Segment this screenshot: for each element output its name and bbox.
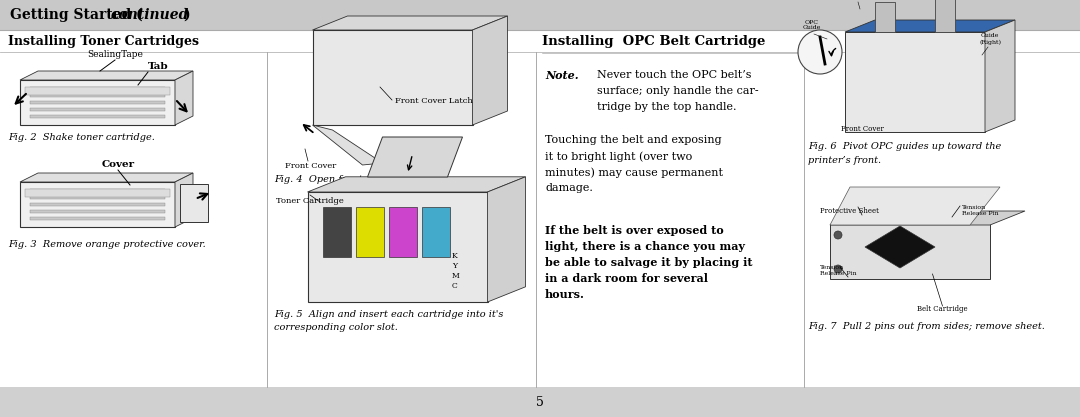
Polygon shape [21, 173, 193, 182]
Polygon shape [312, 125, 382, 165]
Text: in a dark room for several: in a dark room for several [545, 273, 708, 284]
Text: Front Cover: Front Cover [840, 125, 883, 133]
Text: surface; only handle the car-: surface; only handle the car- [597, 86, 758, 96]
Text: SealingTape: SealingTape [87, 50, 143, 59]
Polygon shape [487, 177, 526, 302]
Text: Fig. 7  Pull 2 pins out from sides; remove sheet.: Fig. 7 Pull 2 pins out from sides; remov… [808, 322, 1044, 331]
Bar [935, 0, 955, 32]
Text: Never touch the OPC belt’s: Never touch the OPC belt’s [597, 70, 752, 80]
Circle shape [834, 265, 842, 273]
Bar [30, 94, 165, 97]
Text: Toner Cartridge: Toner Cartridge [276, 197, 343, 205]
Circle shape [834, 231, 842, 239]
Text: M: M [453, 272, 460, 280]
Bar [30, 217, 165, 220]
Bar [312, 30, 473, 125]
Text: damage.: damage. [545, 183, 593, 193]
Bar [389, 207, 417, 257]
Text: hours.: hours. [545, 289, 585, 300]
Circle shape [798, 30, 842, 74]
Polygon shape [831, 187, 1000, 225]
Text: Fig. 4  Open front cover.: Fig. 4 Open front cover. [274, 175, 395, 184]
Text: Installing Toner Cartridges: Installing Toner Cartridges [8, 35, 199, 48]
Text: it to bright light (over two: it to bright light (over two [545, 151, 692, 161]
Bar [30, 210, 165, 213]
Text: Tension
Release Pin: Tension Release Pin [820, 265, 856, 276]
Bar [21, 182, 175, 227]
Text: Touching the belt and exposing: Touching the belt and exposing [545, 135, 721, 145]
Text: C: C [453, 282, 458, 290]
Text: be able to salvage it by placing it: be able to salvage it by placing it [545, 257, 753, 268]
Text: continued: continued [111, 8, 189, 22]
Text: Y: Y [453, 262, 457, 270]
Text: minutes) may cause permanent: minutes) may cause permanent [545, 167, 723, 178]
Bar [30, 115, 165, 118]
Bar [421, 207, 449, 257]
Polygon shape [175, 173, 193, 227]
Bar [30, 189, 165, 192]
Polygon shape [21, 71, 193, 80]
Bar [0, 387, 1080, 417]
Text: Getting Started (: Getting Started ( [10, 8, 143, 22]
Text: Note.: Note. [545, 70, 579, 81]
Text: Fig. 2  Shake toner cartridge.: Fig. 2 Shake toner cartridge. [8, 133, 154, 142]
Polygon shape [367, 137, 462, 177]
Text: Tab: Tab [148, 62, 168, 71]
Bar [831, 224, 990, 279]
Text: Protective Sheet: Protective Sheet [820, 207, 879, 215]
Bar [30, 108, 165, 111]
Text: Belt Cartridge: Belt Cartridge [917, 305, 968, 313]
Text: Installing  OPC Belt Cartridge: Installing OPC Belt Cartridge [542, 35, 766, 48]
Polygon shape [473, 16, 508, 125]
Bar [30, 196, 165, 199]
Bar [845, 32, 985, 132]
Bar [875, 2, 895, 32]
Bar [355, 207, 383, 257]
Text: ): ) [183, 8, 190, 22]
Bar [308, 192, 487, 302]
Text: Guide
(Right): Guide (Right) [978, 33, 1001, 45]
Bar [21, 80, 175, 125]
Text: 5: 5 [536, 395, 544, 409]
Bar [30, 203, 165, 206]
Bar [0, 0, 1080, 30]
Text: Front Cover: Front Cover [285, 162, 336, 170]
Text: Cover: Cover [102, 160, 135, 169]
Polygon shape [865, 226, 935, 268]
Polygon shape [831, 211, 1025, 225]
Bar [25, 189, 170, 197]
Bar [25, 87, 170, 95]
Bar [180, 184, 208, 222]
Text: tridge by the top handle.: tridge by the top handle. [597, 102, 737, 112]
Text: Tension
Release Pin: Tension Release Pin [962, 205, 999, 216]
Polygon shape [175, 71, 193, 125]
Text: light, there is a chance you may: light, there is a chance you may [545, 241, 745, 252]
Text: Fig. 5  Align and insert each cartridge into it's: Fig. 5 Align and insert each cartridge i… [274, 310, 503, 319]
Text: Front Cover Latch: Front Cover Latch [395, 97, 473, 105]
Text: Fig. 6  Pivot OPC guides up toward the: Fig. 6 Pivot OPC guides up toward the [808, 142, 1001, 151]
Bar [30, 101, 165, 104]
Text: corresponding color slot.: corresponding color slot. [274, 323, 397, 332]
Polygon shape [312, 16, 508, 30]
Polygon shape [308, 177, 526, 192]
Text: Fig. 3  Remove orange protective cover.: Fig. 3 Remove orange protective cover. [8, 240, 206, 249]
Text: printer’s front.: printer’s front. [808, 156, 881, 165]
Text: If the belt is over exposed to: If the belt is over exposed to [545, 225, 724, 236]
Polygon shape [845, 20, 1015, 32]
Polygon shape [985, 20, 1015, 132]
Bar [30, 87, 165, 90]
Bar [323, 207, 351, 257]
Text: K: K [453, 252, 458, 260]
Text: OPC
Guide: OPC Guide [802, 20, 821, 30]
